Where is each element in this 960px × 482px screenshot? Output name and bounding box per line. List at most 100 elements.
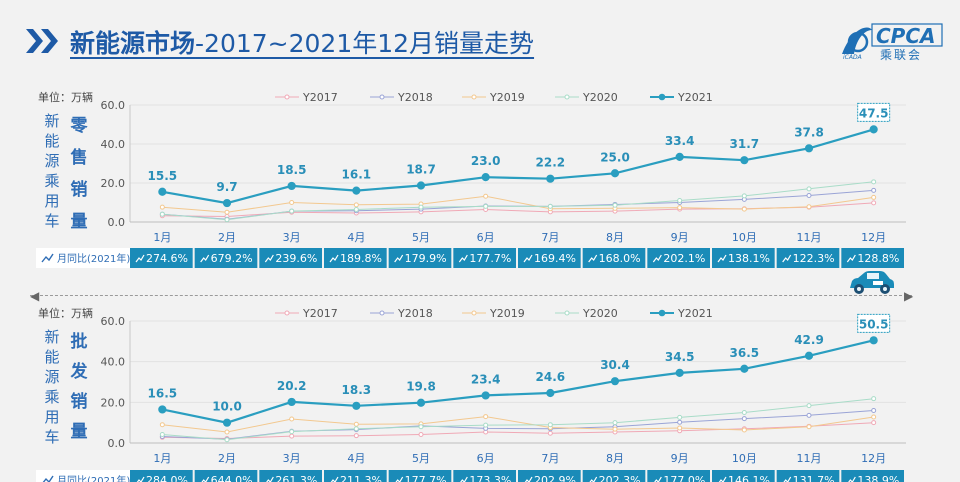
legend-marker [471,310,477,316]
x-tick-label: 2月 [218,231,236,244]
yoy-value: 138.1% [728,252,770,265]
x-tick-label: 5月 [412,452,430,465]
data-point [547,430,553,436]
data-point [675,152,684,161]
data-point [612,426,618,432]
logo-sub: 乘联会 [880,48,923,62]
yoy-value: 168.0% [599,252,641,265]
data-label: 18.5 [277,163,307,177]
trend-up-icon [652,254,662,263]
x-tick-label: 1月 [153,231,171,244]
trend-up-icon [264,254,274,263]
panel-sub-char: 量 [71,211,88,232]
header: 新能源市场-2017~2021年12月销量走势 CPCA 乘联会 iCADA [0,0,960,80]
yoy-label: 月同比(2021年) [57,474,130,482]
trend-up-icon [524,476,533,482]
data-point [804,351,814,360]
divider-left-arrow-icon: ◀ [30,289,40,303]
legend-label: Y2019 [489,91,525,104]
trend-up-icon [329,254,339,263]
data-point [612,420,618,426]
yoy-cell [324,470,387,482]
yoy-value: 179.9% [405,252,447,265]
data-point [418,424,424,430]
data-point [159,422,165,428]
data-point [610,169,620,178]
data-point [353,421,359,427]
yoy-value: 177.0% [663,474,705,482]
title-rest: -2017~2021年12月销量走势 [195,29,535,58]
data-point [353,202,359,208]
panel-label-char: 用 [44,408,59,426]
yoy-label-bg [36,248,130,268]
panel-label-char: 车 [44,428,59,446]
data-point [158,187,167,196]
panel-sub-char: 量 [71,421,88,442]
highlight-box [857,102,891,122]
data-point [871,200,877,206]
yoy-value: 679.2% [211,252,253,265]
trend-up-icon [135,254,145,263]
x-tick-label: 10月 [732,231,757,244]
yoy-value: 138.9% [857,474,899,482]
yoy-cell [194,248,258,268]
data-point [353,207,359,213]
yoy-cell [582,470,646,482]
legend-marker [284,310,290,316]
unit-label: 单位：万辆 [38,90,93,104]
yoy-cell [453,470,516,482]
data-point [483,414,489,420]
trend-up-icon [782,254,792,263]
data-label: 23.0 [471,154,501,168]
trend-up-icon [589,476,598,482]
yoy-cell [194,470,258,482]
data-point [869,336,878,345]
x-tick-label: 1月 [153,452,171,465]
x-tick-label: 10月 [732,452,757,465]
legend-marker [658,93,666,101]
x-tick-label: 12月 [861,452,886,465]
y-tick-label: 40.0 [101,356,126,369]
panel-sub-char: 零 [70,116,89,136]
yoy-cell [259,470,322,482]
data-point [871,179,877,185]
data-point [871,407,877,413]
data-label: 30.4 [600,358,630,372]
x-tick-label: 8月 [606,231,624,244]
legend-marker [379,94,385,100]
data-label: 16.1 [342,168,372,182]
yoy-cell [841,248,904,268]
x-tick-label: 11月 [797,452,822,465]
yoy-cell [518,470,581,482]
series-line-Y2021 [162,339,874,424]
data-label: 34.5 [665,350,695,364]
data-point [353,426,359,432]
trend-up-icon [848,476,856,482]
data-point [289,208,295,214]
yoy-value: 202.1% [663,252,705,265]
data-point [159,211,165,217]
data-point [741,416,747,422]
yoy-cell [647,470,710,482]
legend-label: Y2021 [677,307,713,320]
y-tick-label: 0.0 [108,216,126,229]
legend-marker [284,94,290,100]
yoy-cell [712,248,775,268]
data-label: 22.2 [536,156,566,170]
panel-label-char: 乘 [44,388,59,406]
yoy-value: 284.0% [146,474,188,482]
legend-marker [564,310,570,316]
data-point [159,204,165,210]
yoy-value: 169.4% [534,252,576,265]
trend-up-icon [458,254,468,263]
data-label: 24.6 [536,370,566,384]
legend-label: Y2018 [397,91,433,104]
trend-up-icon [266,476,274,482]
data-point [224,437,230,443]
data-point [741,206,747,212]
data-point [287,397,296,407]
series-line-Y2019 [162,416,874,433]
legend-label: Y2017 [302,91,338,104]
data-point [222,198,232,208]
